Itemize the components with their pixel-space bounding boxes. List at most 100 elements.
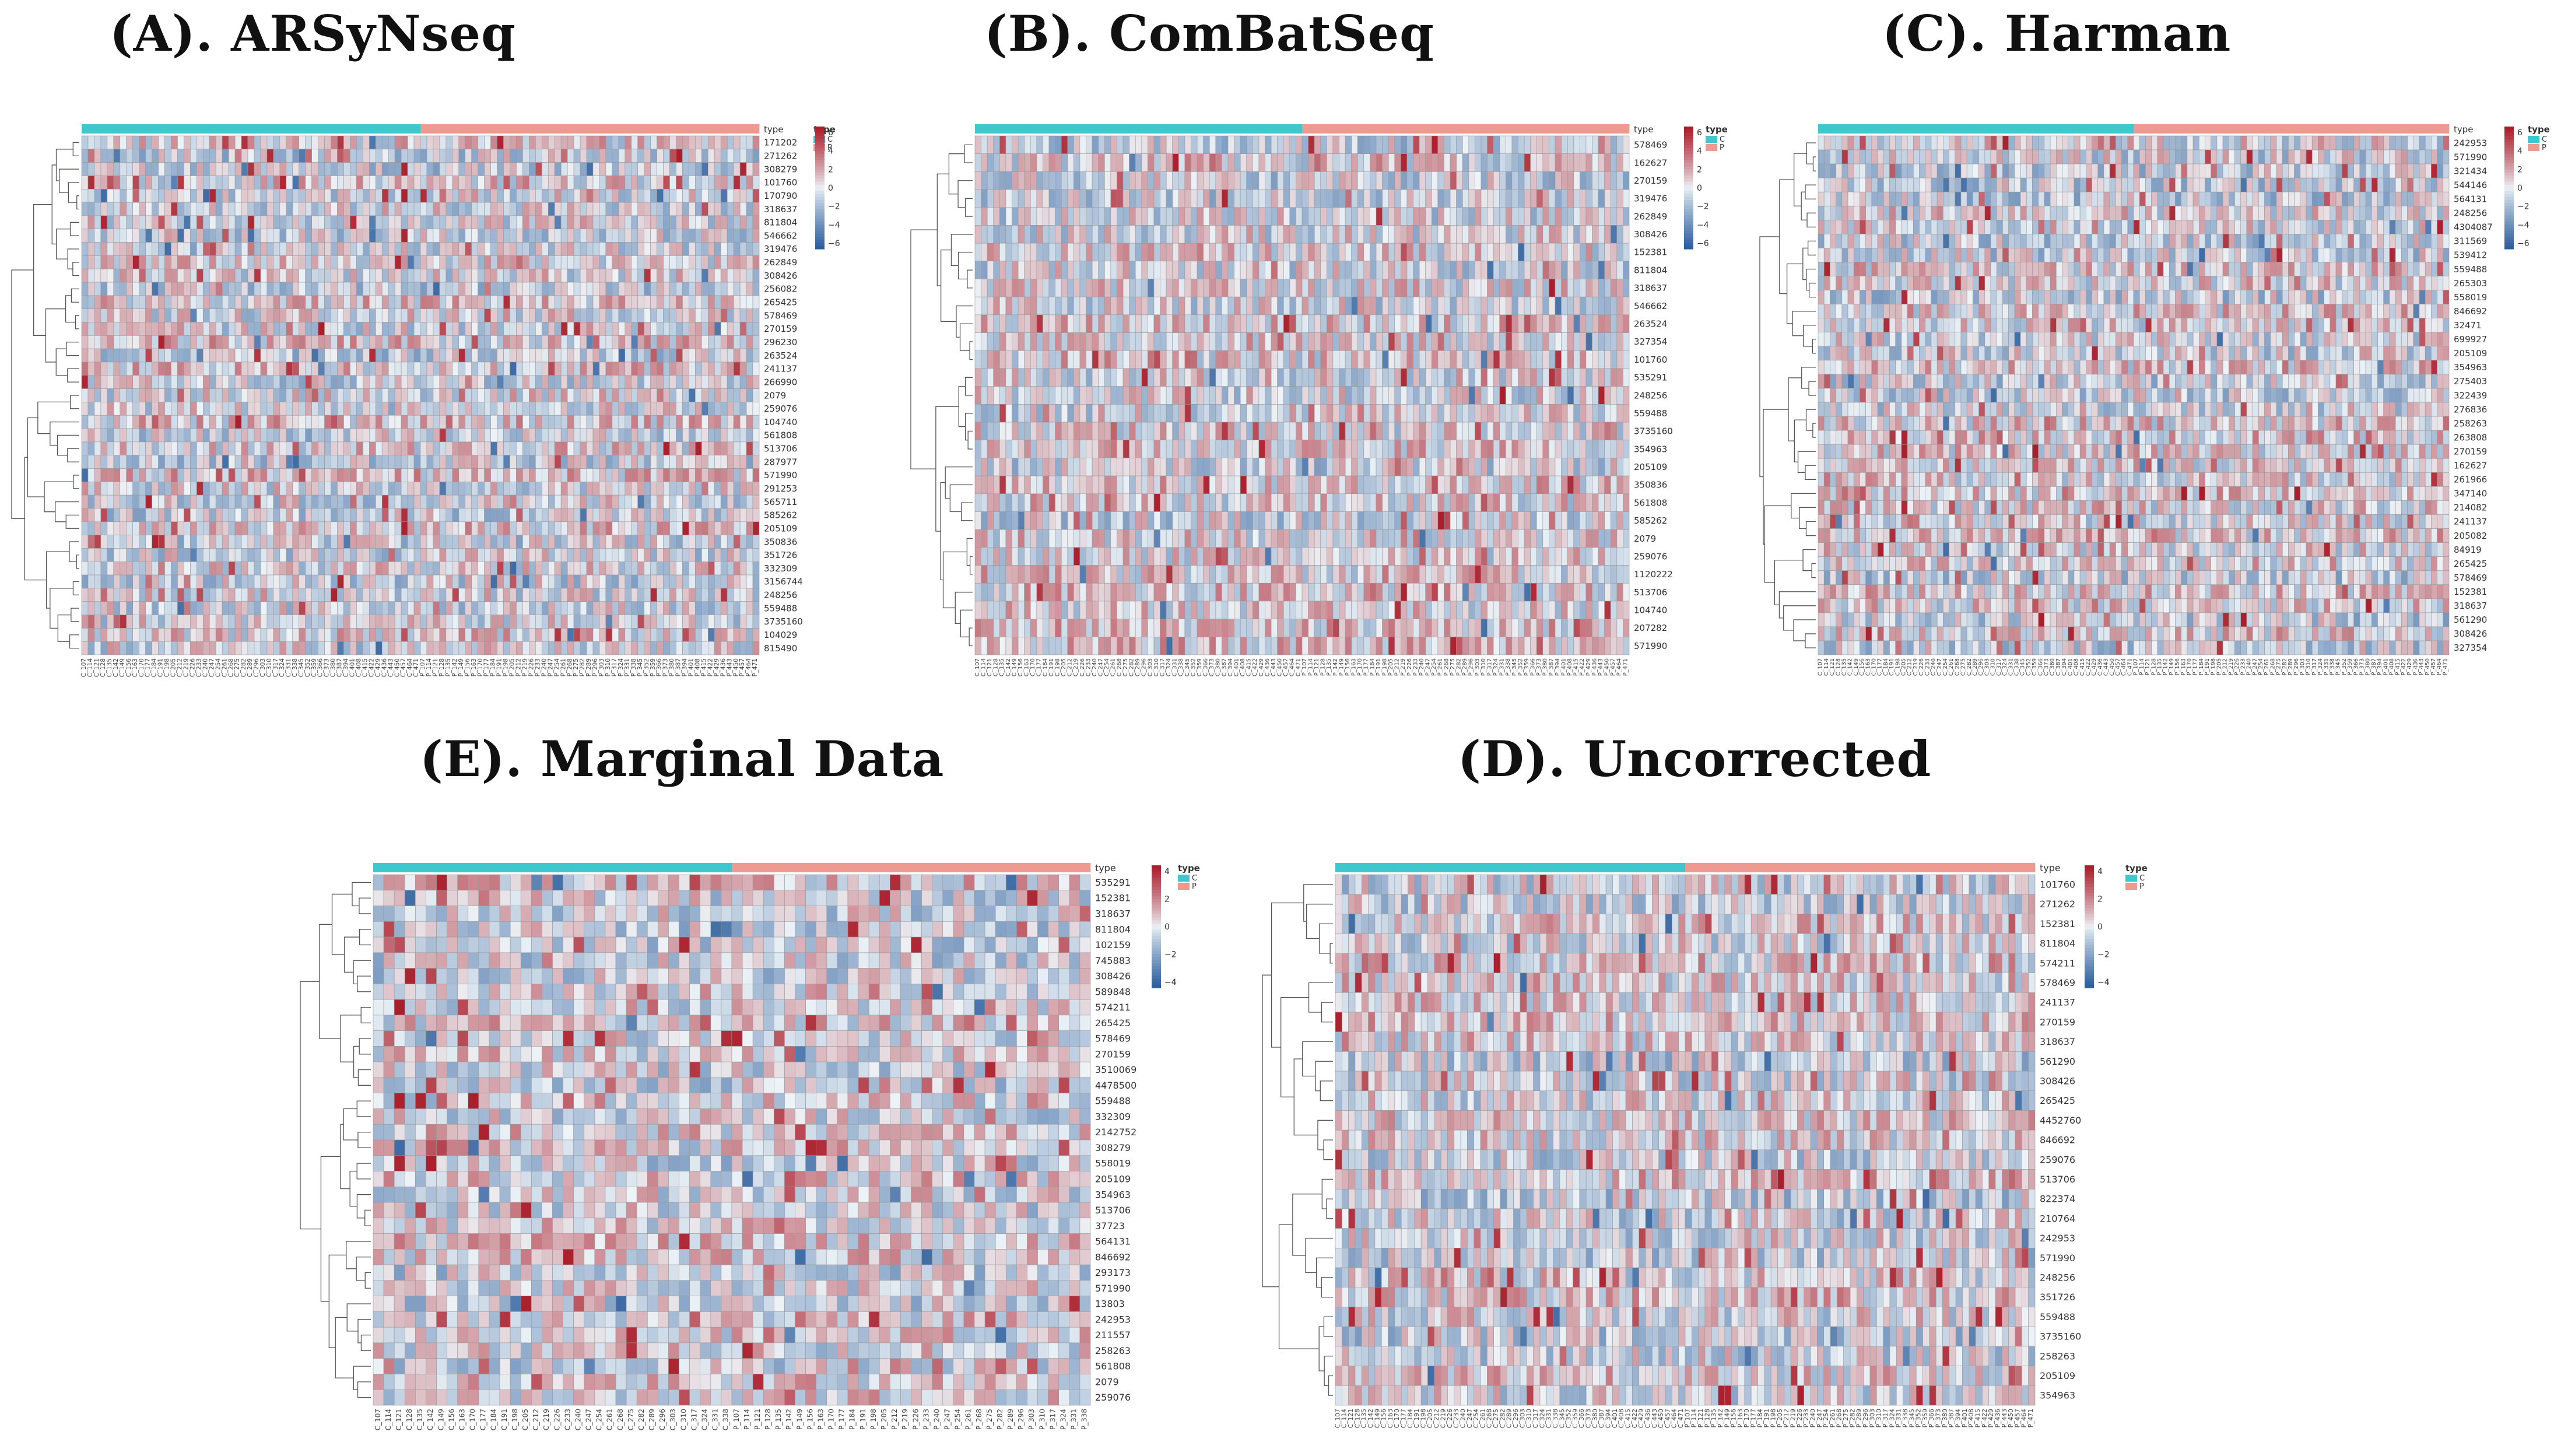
heatmap-cell — [190, 388, 197, 402]
heatmap-cell — [401, 574, 408, 589]
heatmap-cell — [158, 482, 165, 496]
annotation-cell-c — [139, 124, 146, 134]
heatmap-cell — [260, 521, 268, 535]
heatmap-cell — [164, 388, 171, 402]
heatmap-cell — [695, 441, 702, 455]
heatmap-cell — [573, 375, 581, 389]
annotation-cell-p — [458, 124, 466, 134]
heatmap-cell — [413, 188, 421, 203]
heatmap-cell — [286, 494, 293, 509]
heatmap-cell — [381, 268, 389, 283]
heatmap-cell — [266, 388, 274, 402]
heatmap-cell — [535, 135, 542, 150]
heatmap-cell — [657, 242, 664, 256]
heatmap-cell — [689, 441, 696, 455]
heatmap-cell — [560, 561, 568, 576]
heatmap-cell — [650, 415, 657, 429]
heatmap-cell — [100, 295, 108, 309]
heatmap-cell — [197, 561, 204, 576]
heatmap-cell — [394, 282, 402, 296]
heatmap-cell — [247, 268, 255, 283]
heatmap-cell — [445, 574, 453, 589]
heatmap-cell — [260, 322, 268, 336]
heatmap-cell — [350, 176, 357, 190]
heatmap-cell — [145, 229, 152, 243]
heatmap-cell — [746, 641, 753, 655]
heatmap-cell — [580, 295, 587, 309]
heatmap-cell — [541, 588, 549, 602]
heatmap-cell — [657, 455, 664, 469]
heatmap-cell — [445, 242, 453, 256]
heatmap-cell — [669, 388, 676, 402]
heatmap-cell — [478, 415, 485, 429]
heatmap-cell — [439, 574, 447, 589]
color-scale-step — [815, 215, 825, 219]
heatmap-cell — [94, 482, 101, 496]
heatmap-cell — [152, 348, 159, 363]
heatmap-cell — [305, 335, 312, 349]
heatmap-cell — [650, 468, 657, 482]
heatmap-cell — [113, 455, 121, 469]
heatmap-cell — [139, 641, 146, 655]
heatmap-cell — [516, 242, 523, 256]
heatmap-cell — [394, 229, 402, 243]
heatmap-cell — [1481, 153, 1488, 172]
heatmap-cell — [331, 628, 338, 642]
heatmap-cell — [657, 268, 664, 283]
heatmap-cell — [305, 588, 312, 602]
heatmap-cell — [560, 268, 568, 283]
heatmap-cell — [394, 548, 402, 562]
heatmap-cell — [337, 521, 344, 535]
heatmap-cell — [331, 388, 338, 402]
heatmap-cell — [465, 535, 472, 549]
heatmap-cell — [126, 428, 133, 443]
heatmap-cell — [273, 242, 280, 256]
heatmap-cell — [197, 415, 204, 429]
heatmap-cell — [177, 282, 184, 296]
heatmap-cell — [1388, 171, 1395, 190]
heatmap-cell — [363, 295, 370, 309]
heatmap-cell — [599, 295, 606, 309]
heatmap-cell — [299, 455, 306, 469]
heatmap-cell — [94, 388, 101, 402]
heatmap-cell — [145, 641, 152, 655]
heatmap-cell — [1598, 171, 1605, 190]
heatmap-cell — [650, 628, 657, 642]
heatmap-cell — [560, 135, 568, 150]
heatmap-cell — [413, 176, 421, 190]
heatmap-cell — [580, 548, 587, 562]
heatmap-cell — [87, 268, 95, 283]
heatmap-cell — [605, 188, 613, 203]
heatmap-cell — [234, 482, 242, 496]
heatmap-cell — [625, 415, 632, 429]
heatmap-cell — [120, 362, 127, 376]
heatmap-cell — [343, 295, 350, 309]
heatmap-cell — [107, 255, 114, 269]
heatmap-cell — [426, 162, 434, 176]
heatmap-cell — [714, 255, 721, 269]
heatmap-cell — [164, 468, 171, 482]
heatmap-cell — [311, 282, 318, 296]
heatmap-cell — [592, 188, 600, 203]
heatmap-cell — [171, 601, 178, 615]
heatmap-cell — [305, 268, 312, 283]
heatmap-cell — [266, 601, 274, 615]
heatmap-cell — [152, 574, 159, 589]
heatmap-cell — [478, 455, 485, 469]
heatmap-cell — [720, 521, 728, 535]
heatmap-cell — [631, 282, 639, 296]
row-label: 571990 — [764, 470, 797, 480]
heatmap-cell — [682, 468, 689, 482]
heatmap-cell — [657, 135, 664, 150]
heatmap-cell — [318, 521, 325, 535]
heatmap-cell — [541, 468, 549, 482]
heatmap-cell — [247, 468, 255, 482]
column-label: C_247 — [208, 658, 215, 677]
heatmap-cell — [631, 375, 639, 389]
heatmap-cell — [350, 335, 357, 349]
heatmap-cell — [708, 574, 715, 589]
heatmap-cell — [669, 268, 676, 283]
heatmap-cell — [407, 441, 415, 455]
heatmap-cell — [1098, 171, 1105, 190]
heatmap-cell — [171, 308, 178, 322]
